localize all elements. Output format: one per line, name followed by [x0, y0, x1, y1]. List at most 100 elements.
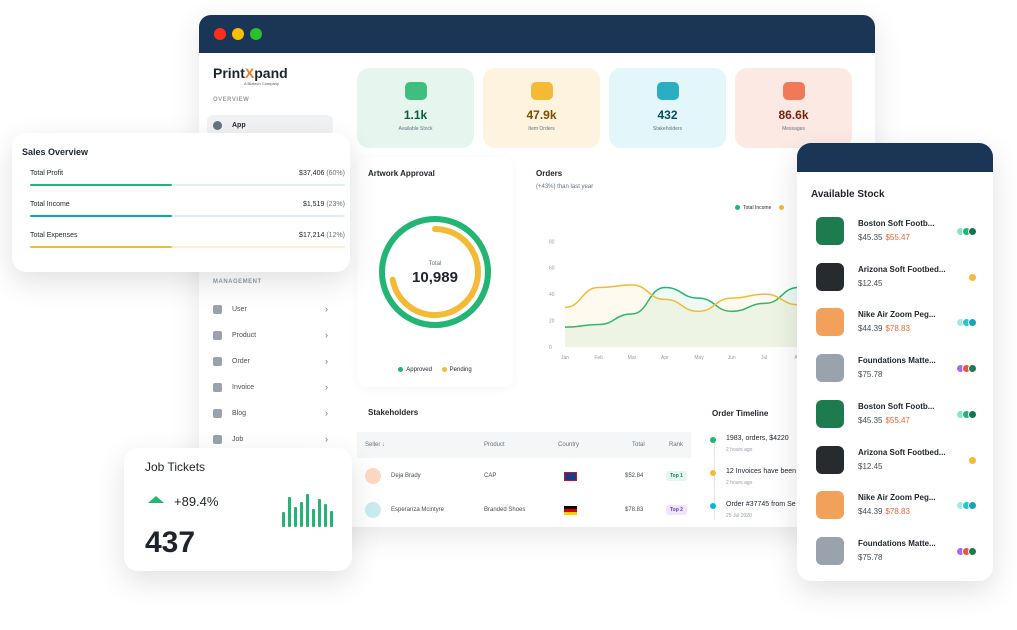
- color-swatch[interactable]: [968, 409, 977, 419]
- management-section-label: MANAGEMENT: [213, 279, 262, 285]
- timeline-time: 2 hours ago: [726, 447, 753, 453]
- color-swatch[interactable]: [968, 272, 977, 282]
- old-price: $55.47: [885, 233, 910, 242]
- stock-list-item[interactable]: Arizona Soft Footbed... $12.45: [816, 445, 977, 490]
- chevron-right-icon: ›: [325, 304, 328, 314]
- product-name: Foundations Matte...: [858, 538, 936, 548]
- timeline-text: Order #37745 from Se: [726, 501, 796, 508]
- color-swatches: [956, 318, 977, 328]
- x-tick-label: Apr: [661, 355, 669, 361]
- stock-list-item[interactable]: Nike Air Zoom Peg... $44.39 $78.83: [816, 491, 977, 535]
- stock-list-item[interactable]: Boston Soft Footb... $45.35 $55.47: [816, 217, 977, 261]
- stock-list-item[interactable]: Foundations Matte... $75.78: [816, 354, 977, 398]
- table-row[interactable]: Esperanza Mcintyre Branded Shoes $78.83 …: [357, 494, 691, 524]
- close-window-button[interactable]: [214, 28, 226, 40]
- timeline-text: 12 Invoices have been p: [726, 468, 802, 475]
- current-price: $44.39: [858, 507, 883, 517]
- color-swatch[interactable]: [968, 455, 977, 465]
- product-name: CAP: [484, 473, 497, 479]
- donut-total-value: 10,989: [412, 269, 458, 286]
- sidebar-item-invoice[interactable]: Invoice ›: [213, 380, 328, 394]
- sales-row-label: Total Expenses: [30, 232, 78, 239]
- brand-name-suffix: pand: [254, 65, 288, 81]
- column-header-product[interactable]: Product: [484, 442, 505, 448]
- stat-card-available-stock[interactable]: 1.1k Available Stock: [357, 68, 474, 148]
- stat-label: Item Orders: [528, 126, 555, 132]
- product-price: $75.78: [858, 370, 882, 379]
- column-header-seller[interactable]: Seller ↓: [365, 442, 385, 448]
- product-name: Nike Air Zoom Peg...: [858, 493, 936, 503]
- product-thumbnail: [816, 536, 844, 565]
- sidebar-item-label: Job: [232, 435, 244, 443]
- color-swatch[interactable]: [968, 364, 977, 374]
- chevron-right-icon: ›: [325, 382, 328, 392]
- progress-fill: [30, 246, 172, 248]
- timeline-dot: [710, 470, 716, 476]
- sidebar-item-order[interactable]: Order ›: [213, 354, 328, 368]
- total-value: $78.83: [625, 507, 644, 513]
- sales-overview-card: Sales Overview Total Profit $37,406 (60%…: [12, 133, 350, 272]
- product-thumbnail: [816, 217, 844, 245]
- legend-dot: [735, 205, 740, 211]
- sales-row-value: $1,519 (23%): [303, 201, 345, 208]
- product-thumbnail: [816, 491, 844, 520]
- progress-track: [30, 184, 345, 186]
- stat-card-stakeholders[interactable]: 432 Stakeholders: [609, 68, 726, 148]
- stock-list-item[interactable]: Nike Air Zoom Peg... $44.39 $78.83: [816, 308, 977, 352]
- sidebar-item-product[interactable]: Product ›: [213, 328, 328, 342]
- stock-list-item[interactable]: Boston Soft Footb... $45.35 $55.47: [816, 399, 977, 444]
- sidebar-item-app[interactable]: App: [207, 115, 333, 136]
- color-swatches: [956, 546, 977, 556]
- column-header-country[interactable]: Country: [558, 442, 580, 448]
- progress-fill: [30, 215, 172, 217]
- sales-amount: $37,406: [299, 170, 325, 177]
- x-tick-label: May: [694, 355, 704, 361]
- old-price: $55.47: [885, 415, 910, 425]
- job-tickets-bar-chart: [282, 494, 334, 527]
- color-swatches: [956, 364, 977, 374]
- job-ticket-bar: [300, 502, 303, 527]
- product-thumbnail: [816, 262, 844, 291]
- color-swatches: [968, 272, 977, 282]
- maximize-window-button[interactable]: [250, 28, 262, 40]
- product-price: $75.78: [858, 553, 882, 562]
- legend-dot: [441, 367, 447, 372]
- minimize-window-button[interactable]: [232, 28, 244, 40]
- brand-name-prefix: Print: [213, 65, 245, 81]
- stock-list-item[interactable]: Foundations Matte... $75.78: [816, 536, 977, 581]
- job-ticket-bar: [294, 507, 297, 527]
- color-swatch[interactable]: [968, 227, 977, 236]
- table-header: Seller ↓ Product Country Total Rank: [357, 432, 691, 458]
- orders-title: Orders: [536, 169, 563, 178]
- column-header-rank[interactable]: Rank: [669, 442, 684, 448]
- job-tickets-value: 437: [145, 526, 196, 559]
- product-price: $45.35 $55.47: [858, 233, 910, 242]
- stat-card-messages[interactable]: 86.6k Messages: [735, 68, 852, 148]
- column-header-total[interactable]: Total: [632, 442, 645, 448]
- product-thumbnail: [816, 308, 844, 337]
- sidebar-item-user[interactable]: User ›: [213, 302, 328, 316]
- orders-icon: [530, 82, 553, 100]
- stock-list-item[interactable]: Arizona Soft Footbed... $12.45: [816, 262, 977, 307]
- color-swatch[interactable]: [968, 501, 977, 511]
- sidebar-item-blog[interactable]: Blog ›: [213, 406, 328, 420]
- brand-logo[interactable]: PrintXpand: [213, 65, 288, 81]
- legend-label: Total Income: [743, 205, 772, 211]
- job-ticket-bar: [312, 508, 315, 527]
- current-price: $12.45: [858, 278, 883, 288]
- color-swatch[interactable]: [968, 546, 977, 556]
- sidebar-item-job[interactable]: Job ›: [213, 432, 328, 446]
- sales-row-label: Total Profit: [30, 170, 64, 177]
- sales-row-label: Total Income: [30, 201, 70, 208]
- table-row[interactable]: Deja Brady CAP $52.84 Top 1: [357, 460, 691, 490]
- stakeholders-title: Stakeholders: [368, 408, 419, 417]
- stat-card-item-orders[interactable]: 47.9k Item Orders: [483, 68, 600, 148]
- sidebar-item-label: Blog: [232, 409, 247, 417]
- total-value: $52.84: [625, 473, 644, 479]
- product-name: Arizona Soft Footbed...: [858, 447, 946, 457]
- color-swatch[interactable]: [968, 318, 977, 328]
- timeline-dot: [710, 437, 716, 443]
- product-thumbnail: [816, 354, 844, 383]
- y-tick-label: 80: [549, 239, 555, 245]
- sales-percent: (60%): [326, 170, 345, 177]
